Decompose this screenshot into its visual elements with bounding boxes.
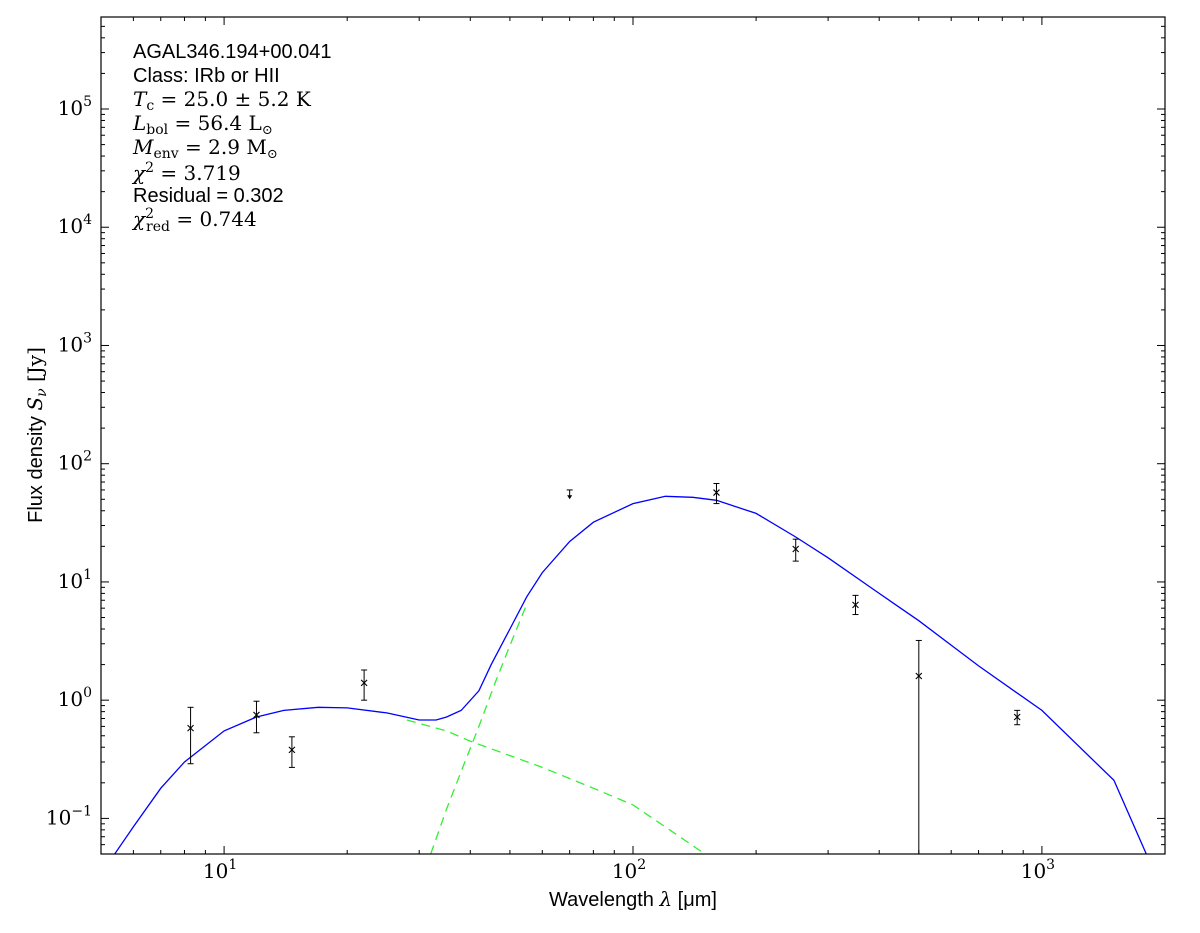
y-axis-label-unit: [Jy] <box>23 347 47 388</box>
y-tick-label-exp: −1 <box>71 803 92 819</box>
chi2-red-sub: red <box>146 219 170 235</box>
chi2-red-symbol: χ <box>131 207 147 231</box>
x-tick-label: 101 <box>203 857 237 883</box>
lbol-sub: bol <box>146 122 168 138</box>
y-axis-label-sub: ν <box>34 388 50 397</box>
y-tick-label: 102 <box>58 449 92 475</box>
x-marker <box>915 672 923 680</box>
tc-sub: c <box>146 98 154 114</box>
x-axis-label-text: Wavelength <box>549 889 659 911</box>
menv-symbol: M <box>132 135 154 159</box>
chi2-sup: 2 <box>145 160 154 176</box>
axis-ticks <box>100 16 1166 855</box>
data-point <box>792 538 800 562</box>
lbol-value: = 56.4 L <box>168 111 262 135</box>
x-tick-label-base: 10 <box>1021 859 1046 883</box>
model-component-curve-1 <box>406 719 706 854</box>
lbol-symbol: L <box>132 111 146 135</box>
x-axis-label-symbol: λ <box>658 887 672 911</box>
y-tick-label: 103 <box>58 330 92 356</box>
data-markers <box>187 483 1021 854</box>
lbol-sun-symbol: ⊙ <box>262 123 273 138</box>
y-tick-label-base: 10 <box>58 687 83 711</box>
y-tick-label: 10−1 <box>46 803 92 829</box>
x-axis-label: Wavelength λ [μm] <box>549 887 717 911</box>
data-point <box>253 700 260 734</box>
y-tick-label-base: 10 <box>46 805 71 829</box>
y-tick-label-exp: 4 <box>83 212 92 228</box>
model-curves <box>114 495 1147 854</box>
y-axis-label: Flux density Sν [Jy] <box>23 347 50 523</box>
chi2-red-value: = 0.744 <box>170 207 257 231</box>
y-axis-label-symbol: S <box>23 397 47 411</box>
y-tick-label: 104 <box>58 212 92 238</box>
x-tick-label-exp: 2 <box>637 857 646 873</box>
data-point <box>187 706 194 765</box>
y-tick-label-exp: 5 <box>83 94 92 110</box>
data-point <box>852 594 859 616</box>
x-marker <box>187 724 194 732</box>
data-point <box>713 483 720 505</box>
y-tick-label: 100 <box>58 685 92 711</box>
x-marker <box>288 746 296 754</box>
menv-sun-symbol: ⊙ <box>267 147 278 162</box>
tc-value: = 25.0 ± 5.2 K <box>154 87 312 111</box>
x-tick-label-base: 10 <box>203 859 228 883</box>
annotation-block: AGAL346.194+00.041 Class: IRb or HII Tc … <box>131 41 332 235</box>
upper-limit-arrow <box>567 495 573 500</box>
menv-sub: env <box>153 146 178 162</box>
annotation-chi2-red: χ2 red = 0.744 <box>131 206 257 235</box>
y-tick-label: 101 <box>58 567 92 593</box>
annotation-tc: Tc = 25.0 ± 5.2 K <box>133 87 312 114</box>
x-tick-label: 103 <box>1021 857 1055 883</box>
model-total-curve <box>114 495 1147 854</box>
annotation-lbol: Lbol = 56.4 L⊙ <box>132 111 273 138</box>
data-point <box>288 736 296 768</box>
x-tick-label-exp: 3 <box>1046 857 1055 873</box>
tc-symbol: T <box>133 87 148 111</box>
x-marker <box>253 711 260 719</box>
annotation-menv: Menv = 2.9 M⊙ <box>132 135 278 162</box>
y-tick-label-exp: 1 <box>83 567 92 583</box>
upper-limit-point <box>566 489 573 500</box>
data-point <box>360 669 368 701</box>
x-axis-label-unit: [μm] <box>672 889 717 911</box>
annotation-source: AGAL346.194+00.041 <box>133 41 332 63</box>
y-tick-label-base: 10 <box>58 569 83 593</box>
chi2-value: = 3.719 <box>154 161 241 185</box>
x-marker <box>792 545 800 553</box>
x-marker <box>360 679 368 687</box>
menv-value: = 2.9 M <box>179 135 267 159</box>
y-tick-label-exp: 0 <box>83 685 92 701</box>
y-tick-label-base: 10 <box>58 214 83 238</box>
x-marker <box>852 601 859 609</box>
chi2-symbol: χ <box>131 161 147 185</box>
x-marker <box>713 489 720 496</box>
y-tick-label-exp: 2 <box>83 449 92 465</box>
x-tick-label: 102 <box>612 857 646 883</box>
y-tick-label-base: 10 <box>58 332 83 356</box>
annotation-chi2: χ2 = 3.719 <box>131 160 241 185</box>
y-axis-label-text: Flux density <box>25 411 47 523</box>
data-point <box>915 639 923 854</box>
x-tick-label-base: 10 <box>612 859 637 883</box>
annotation-class: Class: IRb or HII <box>133 65 280 87</box>
x-tick-label-exp: 1 <box>228 857 237 873</box>
y-tick-label-base: 10 <box>58 96 83 120</box>
x-marker <box>1013 713 1021 721</box>
y-tick-label: 105 <box>58 94 92 120</box>
annotation-residual: Residual = 0.302 <box>133 185 284 207</box>
y-tick-label-base: 10 <box>58 451 83 475</box>
y-tick-label-exp: 3 <box>83 330 92 346</box>
chi2-red-sup: 2 <box>145 206 154 222</box>
data-point <box>1013 709 1021 726</box>
model-component-curve-2 <box>430 603 528 854</box>
